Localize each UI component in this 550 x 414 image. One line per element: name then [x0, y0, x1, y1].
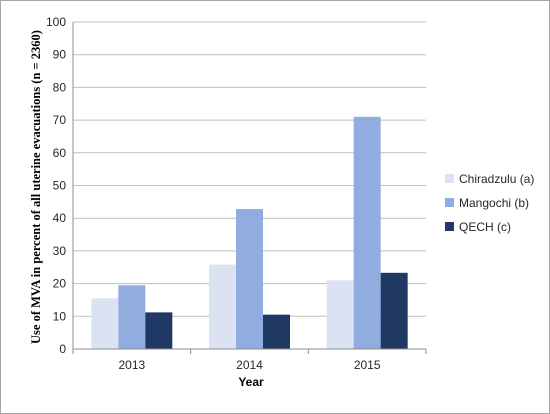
axes: 0 10 20 30 40 50 60 70 80 90 100 2013 2014 2015	[46, 15, 427, 372]
bar	[236, 209, 263, 349]
x-tick-label: 2013	[118, 358, 145, 372]
bar	[91, 298, 119, 349]
y-tick-label: 80	[53, 80, 67, 94]
legend-swatch	[445, 222, 454, 231]
y-tick-label: 30	[53, 244, 67, 258]
legend-swatch	[445, 174, 454, 183]
y-tick-label: 70	[53, 113, 67, 127]
bar	[380, 272, 408, 349]
x-axis-title: Year	[238, 375, 264, 389]
bar	[263, 314, 290, 349]
y-tick-label: 50	[53, 179, 67, 193]
y-tick-label: 20	[53, 277, 67, 291]
y-tick-label: 0	[59, 342, 66, 356]
x-tick-label: 2015	[354, 358, 381, 372]
y-axis-title: Use of MVA in percent of all uterine eva…	[29, 30, 43, 344]
bar	[145, 312, 173, 349]
y-tick-label: 100	[46, 15, 66, 29]
bar	[326, 280, 354, 349]
legend-label: Chiradzulu (a)	[459, 172, 534, 186]
legend-label: Mangochi (b)	[459, 196, 529, 210]
y-tick-label: 90	[53, 48, 67, 62]
legend-label: QECH (c)	[459, 220, 511, 234]
legend: Chiradzulu (a) Mangochi (b) QECH (c)	[445, 172, 534, 234]
x-tick-label: 2014	[236, 358, 263, 372]
bar	[118, 285, 146, 349]
y-tick-label: 60	[53, 146, 67, 160]
bars	[91, 116, 408, 349]
legend-swatch	[445, 198, 454, 207]
bar	[209, 264, 236, 349]
bar	[353, 116, 381, 349]
y-tick-label: 10	[53, 309, 67, 323]
y-tick-label: 40	[53, 211, 67, 225]
